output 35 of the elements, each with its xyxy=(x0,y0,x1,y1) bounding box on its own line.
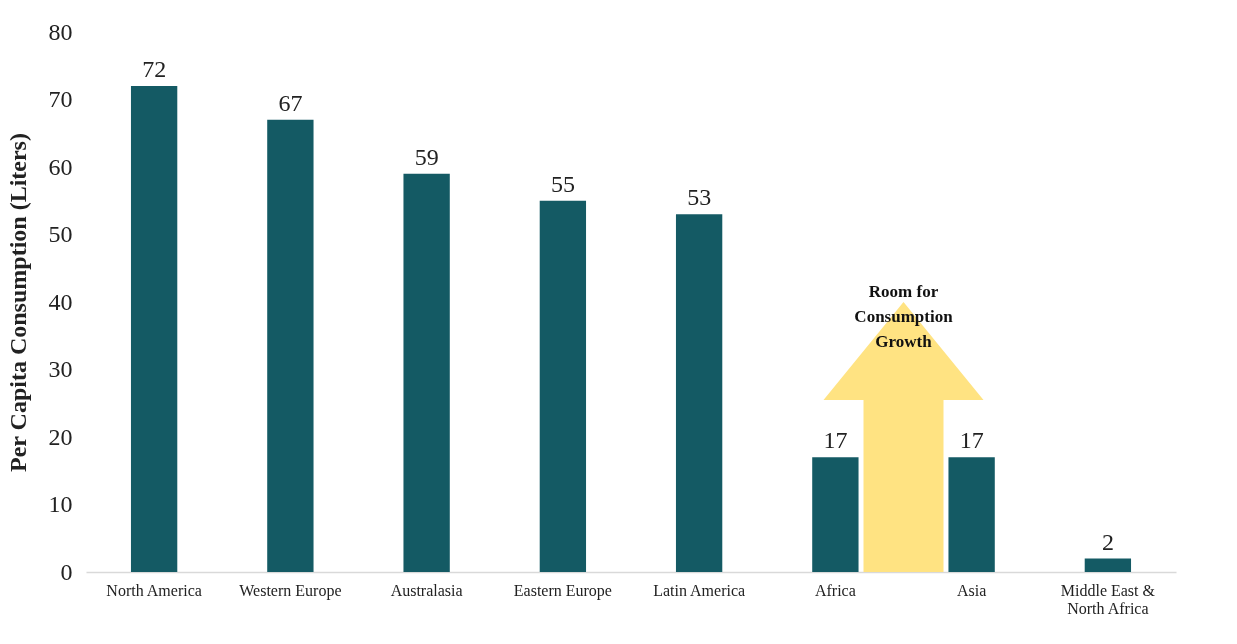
y-tick-label: 40 xyxy=(48,288,73,315)
y-tick-label: 50 xyxy=(48,221,73,247)
x-tick-label: Middle East & North Africa xyxy=(1060,581,1156,617)
data-label: 2 xyxy=(1101,528,1114,555)
bar xyxy=(675,214,723,572)
bar xyxy=(948,457,995,572)
bar xyxy=(130,86,178,572)
y-tick-label: 80 xyxy=(48,18,73,45)
bar xyxy=(812,457,859,572)
y-tick-label: 20 xyxy=(48,423,73,450)
y-tick-label: 30 xyxy=(48,356,73,382)
y-tick-label: 0 xyxy=(60,558,73,585)
y-tick-label: 60 xyxy=(48,153,73,180)
data-label: 55 xyxy=(550,170,575,197)
y-tick-label: 10 xyxy=(48,491,73,517)
y-axis-title: Per Capita Consumption (Liters) xyxy=(4,133,31,472)
data-label: 17 xyxy=(959,427,984,454)
annotation: Room for Consumption Growth xyxy=(854,281,954,351)
y-tick-label: 70 xyxy=(48,86,73,112)
data-label: 17 xyxy=(823,427,848,454)
x-tick-label: North America xyxy=(106,581,202,599)
x-tick-label: Latin America xyxy=(653,581,746,599)
data-label: 59 xyxy=(414,143,439,170)
x-tick-label: Asia xyxy=(956,581,987,599)
bar xyxy=(403,173,450,572)
data-label: 67 xyxy=(278,89,303,116)
x-tick-label: Africa xyxy=(814,581,856,599)
data-label: 72 xyxy=(142,56,167,82)
x-tick-label: Western Europe xyxy=(239,581,342,600)
bar xyxy=(1084,558,1132,572)
x-tick-label: Eastern Europe xyxy=(513,581,612,600)
bar xyxy=(539,200,587,572)
bar xyxy=(267,119,314,572)
data-label: 53 xyxy=(687,184,712,211)
x-tick-label: Australasia xyxy=(390,581,463,599)
